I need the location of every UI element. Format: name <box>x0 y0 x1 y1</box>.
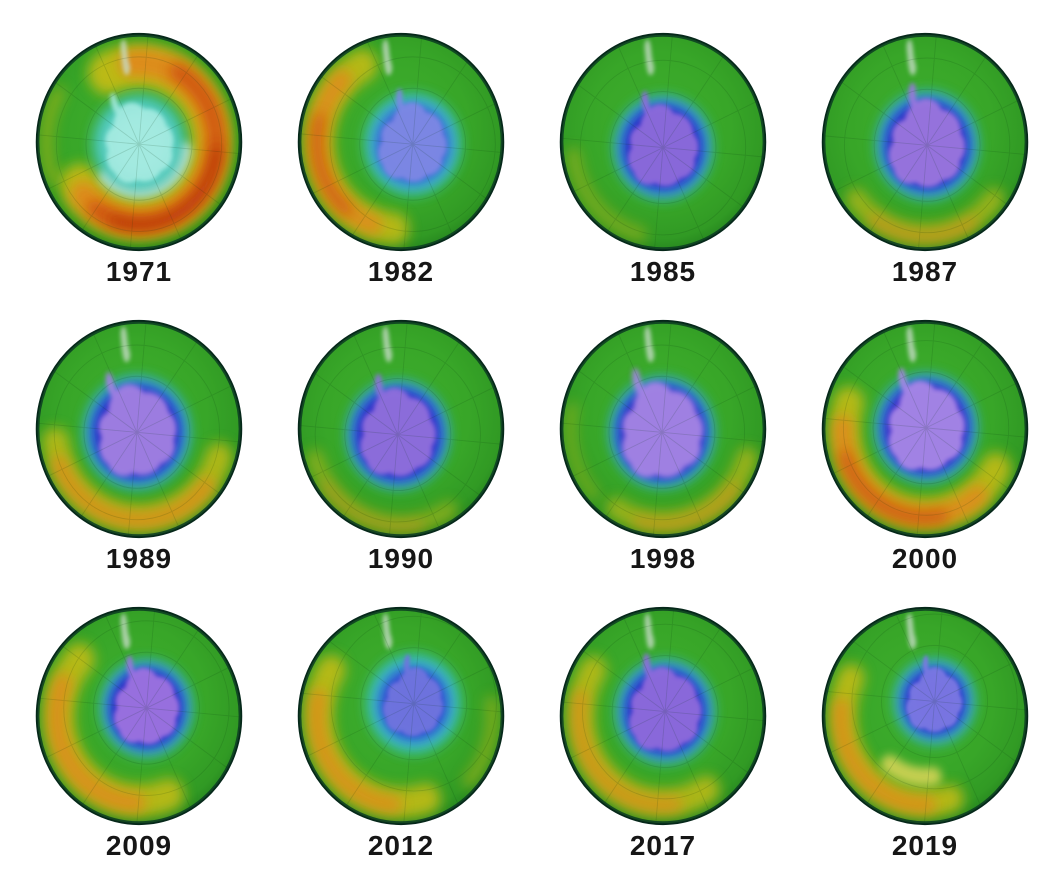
globe-rim <box>298 33 504 251</box>
ozone-map-1987 <box>821 32 1029 252</box>
globe-cell: 1989 <box>8 317 270 598</box>
globe-rim <box>36 607 242 825</box>
globe-rim-outer <box>821 32 1029 252</box>
globe-rim <box>822 607 1028 825</box>
south-america-wisp <box>120 612 131 650</box>
graticule-lines <box>36 33 242 251</box>
globe-rim <box>36 320 242 538</box>
globe-rim-outer <box>297 32 505 252</box>
ozone-map-1989 <box>35 319 243 539</box>
south-america-wisp <box>906 38 917 76</box>
ozone-map-1971 <box>35 32 243 252</box>
globe-cell: 2000 <box>794 317 1050 598</box>
globe-rim-outer <box>559 32 767 252</box>
globe-cell: 1982 <box>270 30 532 311</box>
south-america-wisp <box>382 325 393 363</box>
graticule-lines <box>560 607 766 825</box>
graticule-lines <box>36 607 242 825</box>
year-label-1990: 1990 <box>367 543 435 574</box>
south-america-wisp <box>120 325 131 363</box>
ozone-map-1985 <box>559 32 767 252</box>
globe-rim-outer <box>559 606 767 826</box>
globe-cell: 1971 <box>8 30 270 311</box>
globe-rim-outer <box>35 606 243 826</box>
globe-rim-outer <box>297 319 505 539</box>
graticule-lines <box>36 320 242 538</box>
year-label-2017: 2017 <box>629 830 697 861</box>
globe-rim-outer <box>559 319 767 539</box>
globe-cell: 1985 <box>532 30 794 311</box>
year-label-1971: 1971 <box>105 256 173 287</box>
year-label-2012: 2012 <box>367 830 435 861</box>
ozone-map-2017 <box>559 606 767 826</box>
south-america-wisp <box>120 38 131 76</box>
globe-cell: 2012 <box>270 604 532 883</box>
globe-rim <box>298 320 504 538</box>
globe-rim <box>298 607 504 825</box>
globe-cell: 1998 <box>532 317 794 598</box>
globe-rim-outer <box>35 319 243 539</box>
ozone-map-2009 <box>35 606 243 826</box>
graticule-lines <box>298 33 504 251</box>
south-america-wisp <box>382 612 393 650</box>
south-america-wisp <box>644 325 655 363</box>
year-label-1985: 1985 <box>629 256 697 287</box>
globe-rim-outer <box>297 606 505 826</box>
globe-rim <box>560 320 766 538</box>
globe-cell: 1990 <box>270 317 532 598</box>
graticule-lines <box>298 320 504 538</box>
year-label-1989: 1989 <box>105 543 173 574</box>
graticule-lines <box>822 320 1028 538</box>
year-label-1987: 1987 <box>891 256 959 287</box>
year-label-1998: 1998 <box>629 543 697 574</box>
ozone-map-2012 <box>297 606 505 826</box>
graticule-lines <box>560 320 766 538</box>
south-america-wisp <box>906 325 917 363</box>
south-america-wisp <box>644 612 655 650</box>
ozone-map-2000 <box>821 319 1029 539</box>
south-america-wisp <box>644 38 655 76</box>
globe-rim <box>822 33 1028 251</box>
ozone-map-1990 <box>297 319 505 539</box>
year-label-2000: 2000 <box>891 543 959 574</box>
globe-rim <box>560 607 766 825</box>
globe-rim-outer <box>821 606 1029 826</box>
globe-cell: 2009 <box>8 604 270 883</box>
graticule-lines <box>560 33 766 251</box>
year-label-1982: 1982 <box>367 256 435 287</box>
year-label-2009: 2009 <box>105 830 173 861</box>
year-label-2019: 2019 <box>891 830 959 861</box>
globe-cell: 2017 <box>532 604 794 883</box>
globe-rim <box>822 320 1028 538</box>
globe-cell: 1987 <box>794 30 1050 311</box>
ozone-map-1982 <box>297 32 505 252</box>
globe-rim <box>560 33 766 251</box>
ozone-map-2019 <box>821 606 1029 826</box>
globe-rim <box>36 33 242 251</box>
globe-cell: 2019 <box>794 604 1050 883</box>
graticule-lines <box>822 33 1028 251</box>
globe-rim-outer <box>35 32 243 252</box>
globe-rim-outer <box>821 319 1029 539</box>
south-america-wisp <box>906 612 917 650</box>
ozone-map-1998 <box>559 319 767 539</box>
south-america-wisp <box>382 38 393 76</box>
